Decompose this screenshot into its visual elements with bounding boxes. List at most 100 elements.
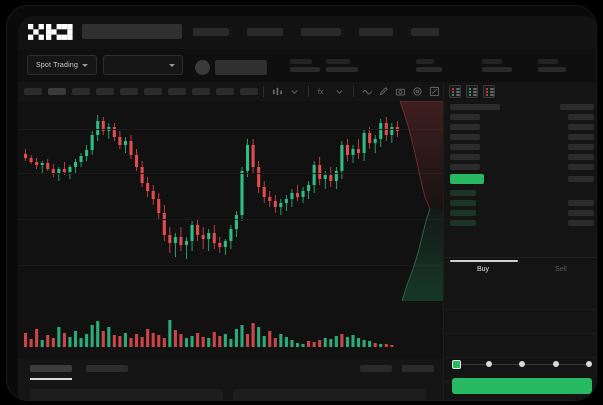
- bottom-action-2[interactable]: [402, 365, 434, 372]
- camera-snapshot-icon[interactable]: [395, 86, 406, 97]
- timeframe-button-6[interactable]: [144, 88, 162, 95]
- orderbook-bid-row[interactable]: [450, 190, 476, 196]
- candlestick-chart[interactable]: [18, 101, 443, 301]
- order-form-field-3[interactable]: [444, 334, 596, 358]
- slider-node-50%[interactable]: [519, 361, 525, 367]
- bottom-action-1[interactable]: [360, 365, 392, 372]
- okx-logo-icon[interactable]: [28, 24, 73, 40]
- candlestick-series: [24, 115, 399, 259]
- nav-item-3[interactable]: [301, 28, 341, 36]
- orderbook-ask-row[interactable]: [450, 124, 480, 130]
- orderbook-bids-icon[interactable]: [466, 85, 478, 98]
- settings-gear-icon[interactable]: [412, 86, 423, 97]
- timeframe-button-2[interactable]: [48, 88, 66, 95]
- order-form-field-1[interactable]: [444, 286, 596, 310]
- stat-24h-high: [416, 59, 442, 72]
- trading-mode-dropdown[interactable]: Spot Trading: [27, 55, 97, 75]
- orderbook-ask-price: [568, 154, 594, 160]
- nav-item-4[interactable]: [359, 28, 393, 36]
- stat-24h-high-label: [416, 59, 434, 64]
- stat-24h-change: [326, 59, 358, 72]
- gridline-4: [18, 265, 443, 266]
- tab-order-history[interactable]: [86, 365, 128, 372]
- nav-item-1[interactable]: [193, 28, 229, 36]
- orderbook-ask-price: [560, 104, 594, 110]
- toolbar-divider: [307, 86, 309, 97]
- chart-type-icon[interactable]: [272, 86, 283, 97]
- wave-indicator-icon[interactable]: [361, 86, 373, 97]
- bottom-panel-cards: [30, 389, 426, 400]
- nav-item-2[interactable]: [247, 28, 283, 36]
- orderbook-last-price: [568, 176, 594, 182]
- stat-24h-high-value: [416, 67, 442, 72]
- panel-divider: [444, 257, 596, 258]
- slider-node-75%[interactable]: [552, 361, 559, 367]
- orderbook-bid-price: [568, 210, 594, 216]
- indicators-icon[interactable]: fx: [317, 86, 328, 97]
- orderbook-ask-row[interactable]: [450, 144, 480, 150]
- pair-select[interactable]: [103, 55, 183, 75]
- bottom-panel: [18, 359, 443, 400]
- orderbook-both-icon[interactable]: [449, 85, 461, 98]
- tab-buy[interactable]: Buy: [476, 266, 490, 273]
- timeframe-button-5[interactable]: [120, 88, 138, 95]
- chevron-down-icon: [169, 64, 175, 67]
- orderbook-ask-row[interactable]: [450, 154, 480, 160]
- active-tab-underline: [30, 378, 72, 380]
- orderbook-rows[interactable]: [444, 102, 596, 257]
- slider-node-100%[interactable]: [586, 361, 592, 367]
- orderbook-bid-price: [568, 220, 594, 226]
- stat-24h-volume-label: [538, 59, 558, 64]
- orderbook-ask-price: [568, 114, 594, 120]
- depth-chart: [398, 101, 443, 301]
- bottom-card-1[interactable]: [30, 389, 223, 400]
- tab-sell[interactable]: Sell: [555, 266, 567, 273]
- timeframe-button-4[interactable]: [96, 88, 114, 95]
- submit-buy-button[interactable]: [452, 378, 592, 394]
- stat-24h-low: [482, 59, 512, 72]
- timeframe-button-9[interactable]: [216, 88, 234, 95]
- fullscreen-icon[interactable]: [429, 86, 440, 97]
- orderbook-ask-price: [568, 134, 594, 140]
- stat-last-price-value: [290, 67, 320, 72]
- pair-name-label: [215, 60, 267, 75]
- orderbook-ask-row[interactable]: [450, 164, 480, 170]
- amount-percent-slider[interactable]: [452, 360, 592, 370]
- stat-24h-volume-value: [538, 67, 566, 72]
- orderbook-bid-row[interactable]: [450, 220, 476, 226]
- stat-24h-low-value: [482, 67, 512, 72]
- chart-type-dropdown-icon[interactable]: [289, 86, 300, 97]
- bottom-card-2[interactable]: [233, 389, 426, 400]
- orderbook-ask-row[interactable]: [450, 134, 480, 140]
- orderbook-ask-row[interactable]: [450, 104, 500, 110]
- timeframe-button-8[interactable]: [192, 88, 210, 95]
- indicators-dropdown-icon[interactable]: [334, 86, 345, 97]
- timeframe-button-1[interactable]: [24, 88, 42, 95]
- orderbook-last-price-highlight[interactable]: [450, 174, 484, 184]
- slider-handle[interactable]: [452, 360, 461, 369]
- orderbook-bid-row[interactable]: [450, 200, 476, 206]
- nav-item-5[interactable]: [411, 28, 439, 36]
- gridline-2: [18, 173, 443, 174]
- bottom-panel-tabs: [30, 365, 128, 372]
- timeframe-button-7[interactable]: [168, 88, 186, 95]
- stat-24h-volume: [538, 59, 566, 72]
- slider-node-25%[interactable]: [485, 361, 492, 367]
- stat-24h-change-label: [326, 59, 350, 64]
- timeframe-button-3[interactable]: [72, 88, 90, 95]
- tab-open-orders[interactable]: [30, 365, 72, 372]
- orderbook-asks-icon[interactable]: [483, 85, 495, 98]
- orderbook-ask-row[interactable]: [450, 114, 480, 120]
- ticker-bar: Spot Trading: [18, 49, 596, 82]
- timeframe-button-10[interactable]: [240, 88, 258, 95]
- search-input[interactable]: [82, 24, 182, 39]
- header-nav: [193, 28, 439, 36]
- chevron-down-icon: [82, 63, 89, 67]
- toolbar-divider: [263, 86, 264, 97]
- bottom-panel-actions: [360, 365, 434, 372]
- order-form-field-2[interactable]: [444, 310, 596, 334]
- orderbook-bid-row[interactable]: [450, 210, 476, 216]
- draw-pencil-icon[interactable]: [378, 86, 389, 97]
- orderbook-panel: Buy Sell: [443, 82, 596, 400]
